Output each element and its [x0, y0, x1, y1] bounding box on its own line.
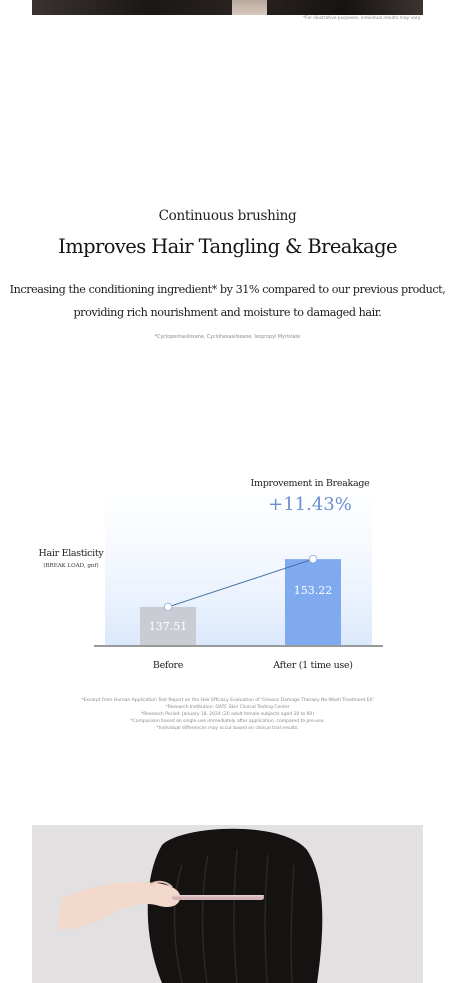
section-title: Improves Hair Tangling & Breakage — [58, 235, 397, 258]
category-label-before: Before — [153, 660, 184, 671]
y-axis-label: Hair Elasticity — [39, 548, 105, 559]
value-label-before: 137.51 — [149, 620, 188, 633]
body-text-line-2: providing rich nourishment and moisture … — [73, 306, 382, 319]
hand-fingers — [149, 880, 173, 888]
hair-photo-top — [32, 0, 423, 15]
hair-shape — [147, 828, 323, 983]
hair-strands — [173, 849, 295, 983]
hand — [57, 882, 181, 930]
body-text-line-1: Increasing the conditioning ingredient* … — [9, 283, 446, 296]
improvement-value: +11.43% — [268, 494, 352, 515]
improvement-label: Improvement in Breakage — [251, 478, 371, 489]
footnote-line: *Excerpt from Human Application Test Rep… — [81, 698, 374, 703]
bar-before — [140, 606, 196, 645]
footnote-line: *Individual differences may occur based … — [156, 726, 299, 731]
hair-elasticity-chart: Improvement in Breakage +11.43% Hair Ela… — [39, 478, 383, 671]
footnote-line: *Research Institution: OATC Skin Clinica… — [165, 705, 290, 710]
bar-after — [285, 559, 341, 645]
photo-background-gap — [232, 0, 267, 15]
footnote-line: *Comparison based on single-use immediat… — [130, 719, 325, 724]
point-after — [308, 554, 318, 564]
trend-line — [167, 558, 314, 608]
ingredient-footnote: *Cyclopentasiloxane, Cyclohexasiloxane, … — [154, 335, 301, 340]
y-axis-unit: (BREAK LOAD, gnf) — [43, 562, 98, 569]
comb-highlight — [172, 895, 264, 897]
study-footnotes: *Excerpt from Human Application Test Rep… — [0, 697, 455, 732]
section-subtitle: Continuous brushing — [158, 208, 297, 224]
value-label-after: 153.22 — [294, 584, 333, 597]
category-label-after: After (1 time use) — [272, 660, 352, 671]
hair-brushing-photo — [32, 825, 423, 983]
footnote-line: *Research Period: January 18, 2024 (20 a… — [140, 712, 315, 717]
illustrative-disclaimer: *For illustrative purposes, individual r… — [302, 16, 421, 21]
point-before — [163, 602, 173, 612]
